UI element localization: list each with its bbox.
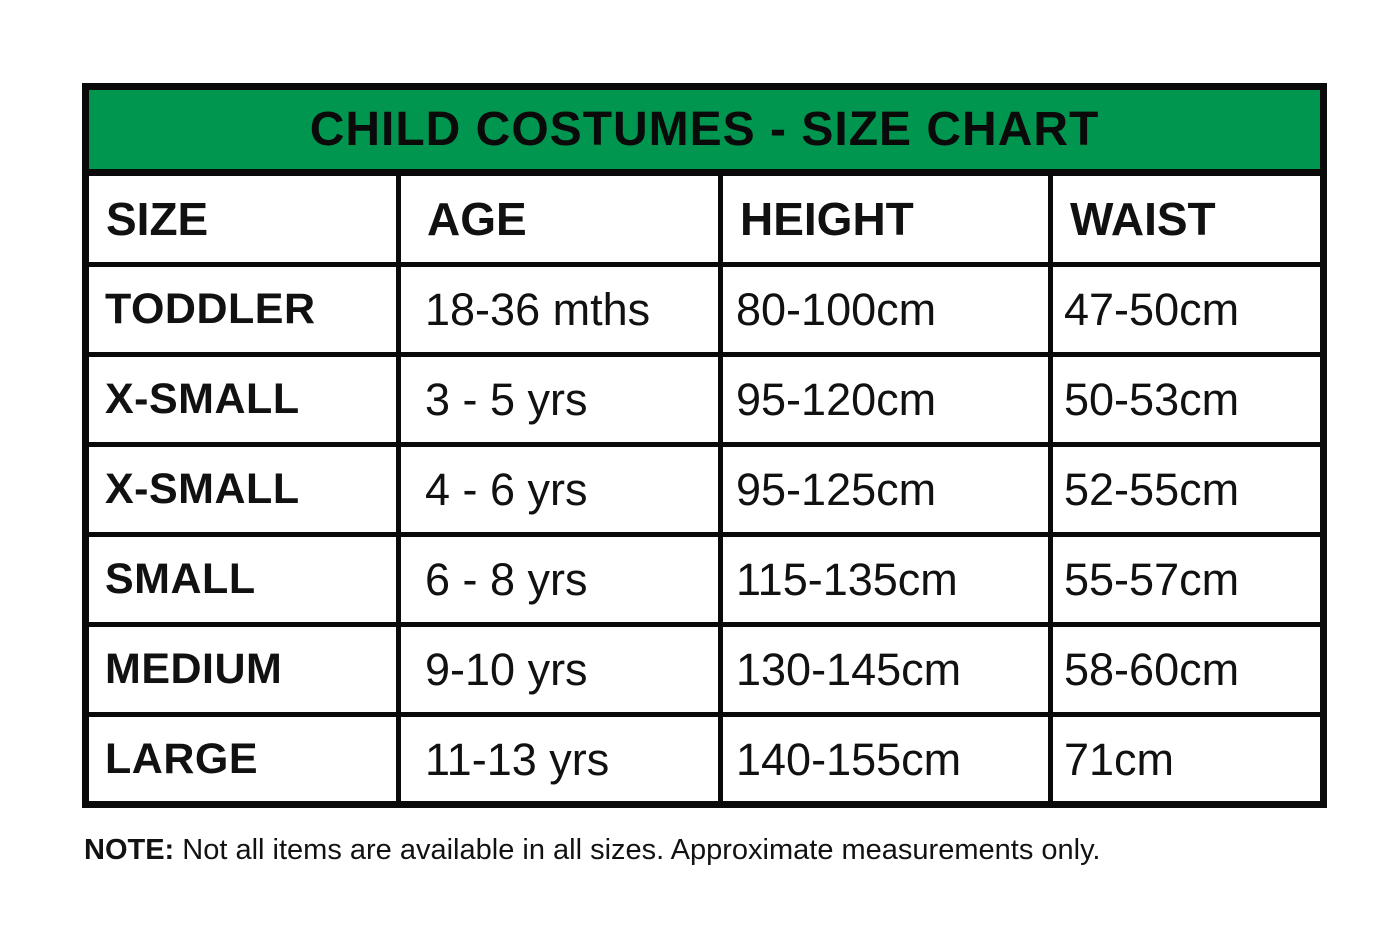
- age-value: 6 - 8 yrs: [396, 532, 723, 627]
- column-header-waist: WAIST: [1047, 170, 1327, 267]
- height-value: 95-120cm: [718, 352, 1053, 447]
- size-value: MEDIUM: [83, 622, 401, 717]
- column-header-height: HEIGHT: [718, 170, 1053, 267]
- size-value: TODDLER: [83, 262, 401, 357]
- table-row: TODDLER 18-36 mths 80-100cm 47-50cm: [83, 262, 1327, 357]
- footnote-text: Not all items are available in all sizes…: [174, 834, 1101, 866]
- height-value: 115-135cm: [718, 532, 1053, 627]
- chart-title: CHILD COSTUMES - SIZE CHART: [82, 84, 1327, 176]
- table-row: SMALL 6 - 8 yrs 115-135cm 55-57cm: [83, 532, 1327, 627]
- age-value: 18-36 mths: [396, 262, 723, 357]
- table-row: X-SMALL 3 - 5 yrs 95-120cm 50-53cm: [83, 352, 1327, 447]
- table-row: LARGE 11-13 yrs 140-155cm 71cm: [83, 712, 1327, 807]
- column-header-size: SIZE: [83, 170, 401, 267]
- waist-value: 71cm: [1047, 712, 1327, 807]
- waist-value: 58-60cm: [1047, 622, 1327, 717]
- size-chart-table: CHILD COSTUMES - SIZE CHART SIZE AGE HEI…: [82, 83, 1328, 808]
- table-row: MEDIUM 9-10 yrs 130-145cm 58-60cm: [83, 622, 1327, 717]
- age-value: 3 - 5 yrs: [396, 352, 723, 447]
- waist-value: 55-57cm: [1047, 532, 1327, 627]
- size-value: LARGE: [83, 712, 401, 807]
- height-value: 95-125cm: [718, 442, 1053, 537]
- height-value: 80-100cm: [718, 262, 1053, 357]
- waist-value: 52-55cm: [1047, 442, 1327, 537]
- table-header-row: SIZE AGE HEIGHT WAIST: [83, 170, 1327, 267]
- age-value: 11-13 yrs: [396, 712, 723, 807]
- age-value: 9-10 yrs: [396, 622, 723, 717]
- waist-value: 47-50cm: [1047, 262, 1327, 357]
- footnote: NOTE: Not all items are available in all…: [84, 834, 1100, 867]
- footnote-label: NOTE:: [84, 834, 175, 866]
- waist-value: 50-53cm: [1047, 352, 1327, 447]
- height-value: 140-155cm: [718, 712, 1053, 807]
- size-value: X-SMALL: [83, 442, 401, 537]
- column-header-age: AGE: [396, 170, 723, 267]
- height-value: 130-145cm: [718, 622, 1053, 717]
- size-value: SMALL: [83, 532, 401, 627]
- table-row: X-SMALL 4 - 6 yrs 95-125cm 52-55cm: [83, 442, 1327, 537]
- age-value: 4 - 6 yrs: [396, 442, 723, 537]
- size-value: X-SMALL: [83, 352, 401, 447]
